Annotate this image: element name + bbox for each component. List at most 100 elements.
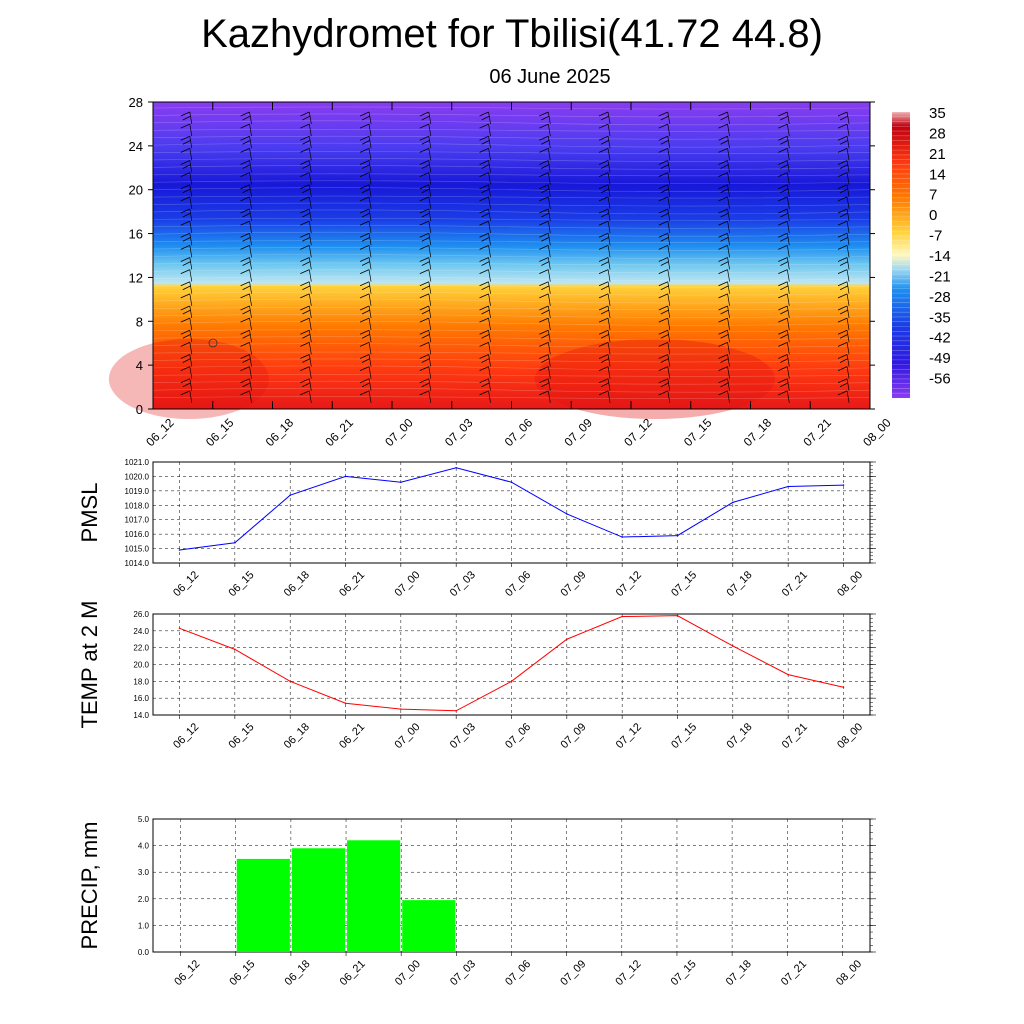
wind-barb (837, 111, 850, 125)
wind-barb (658, 305, 671, 319)
wind-barb-flag (481, 261, 490, 266)
wind-barb-flag (242, 309, 251, 315)
wind-barb-staff (368, 196, 372, 209)
wind-barb-flag (180, 329, 190, 335)
wind-barb (359, 172, 372, 185)
wind-barb-staff (368, 342, 372, 355)
wind-barb-flag (658, 305, 668, 311)
wind-barb-staff (786, 160, 790, 173)
wind-barb-flag (658, 135, 668, 141)
wind-barb (300, 293, 312, 306)
wind-barb (539, 329, 551, 343)
wind-barb-flag (718, 329, 728, 335)
wind-barb (300, 232, 312, 246)
wind-barb (180, 281, 193, 294)
colorbar-label: 7 (929, 187, 937, 204)
wind-barb-flag (598, 245, 609, 250)
wind-barb (658, 184, 671, 197)
wind-barb-staff (428, 257, 432, 270)
wind-barb (539, 184, 551, 197)
data-point (344, 475, 347, 478)
wind-barb (778, 160, 790, 173)
wind-barb-staff (308, 160, 312, 173)
wind-barb-flag (242, 358, 251, 363)
wind-barb-staff (308, 342, 312, 355)
wind-barb (359, 329, 372, 343)
wind-barb (658, 269, 671, 282)
x-tick-label: 07_09 (558, 569, 588, 599)
wind-barb-flag (718, 220, 728, 226)
wind-barb (240, 148, 252, 161)
y-tick-label: 24 (129, 139, 143, 154)
wind-barb-flag (837, 366, 848, 371)
wind-barb (180, 111, 193, 125)
wind-barb-staff (607, 111, 611, 125)
wind-barb (300, 220, 312, 234)
wind-barb (778, 172, 790, 185)
wind-barb-flag (479, 184, 489, 190)
x-tick-label: 06_15 (226, 721, 256, 751)
wind-barb-flag (837, 208, 848, 214)
colorbar (892, 112, 910, 398)
wind-barb (778, 293, 790, 306)
wind-barb (598, 220, 611, 234)
wind-barb-staff (368, 160, 372, 173)
wind-barb-flag (240, 160, 250, 165)
wind-barb (479, 196, 491, 209)
wind-barb-flag (359, 184, 370, 190)
wind-barb-staff (607, 257, 611, 270)
wind-barb-staff (189, 281, 193, 294)
wind-barb-flag (479, 329, 489, 335)
wind-barb-flag (479, 378, 489, 384)
wind-barb-staff (189, 269, 193, 282)
wind-barb-flag (479, 172, 489, 177)
wind-barb (180, 135, 193, 149)
wind-barb-flag (300, 245, 310, 250)
x-tick-label: 07_06 (503, 569, 533, 599)
x-tick-label: 07_18 (724, 569, 754, 599)
wind-barb-flag (780, 358, 789, 363)
wind-barb-staff (786, 305, 790, 319)
y-tick-label: 14.0 (133, 711, 149, 720)
wind-barb (300, 172, 312, 185)
wind-barb (718, 293, 730, 306)
x-tick-label: 07_12 (621, 415, 655, 449)
wind-barb-staff (846, 257, 850, 270)
wind-barb-flag (598, 354, 609, 359)
wind-barb-flag (479, 196, 489, 202)
x-tick-label: 07_12 (614, 569, 644, 599)
wind-barb-flag (780, 164, 789, 169)
wind-barb-flag (598, 269, 609, 274)
wind-barb (419, 148, 432, 161)
wind-barb-flag (242, 212, 251, 218)
wind-barb-flag (541, 333, 550, 339)
wind-barb-flag (300, 269, 310, 274)
wind-barb (539, 123, 551, 137)
wind-barb (419, 342, 432, 355)
wind-barb (598, 257, 611, 270)
wind-barb (419, 160, 432, 173)
wind-barb-flag (302, 212, 311, 218)
wind-barb-flag (180, 342, 190, 347)
wind-barb-staff (547, 390, 551, 403)
wind-barb-staff (607, 221, 611, 234)
wind-barb-flag (182, 188, 191, 194)
wind-barb-staff (547, 378, 551, 391)
wind-barb-flag (419, 184, 429, 190)
wind-barb (240, 220, 252, 234)
wind-barb-flag (359, 305, 370, 311)
x-tick-label: 07_21 (780, 721, 810, 751)
wind-barb-staff (488, 172, 491, 185)
contour-line (152, 284, 871, 288)
wind-barb (300, 196, 312, 209)
wind-barb-staff (368, 390, 372, 403)
wind-barb (419, 135, 432, 149)
wind-barb-flag (421, 212, 430, 218)
wind-barb-flag (180, 305, 190, 311)
wind-barb-staff (189, 148, 193, 161)
wind-barb-flag (598, 123, 609, 129)
wind-barb-flag (718, 378, 728, 384)
wind-barb-staff (667, 342, 671, 355)
wind-barb-staff (607, 184, 611, 197)
wind-barb-flag (242, 382, 251, 388)
